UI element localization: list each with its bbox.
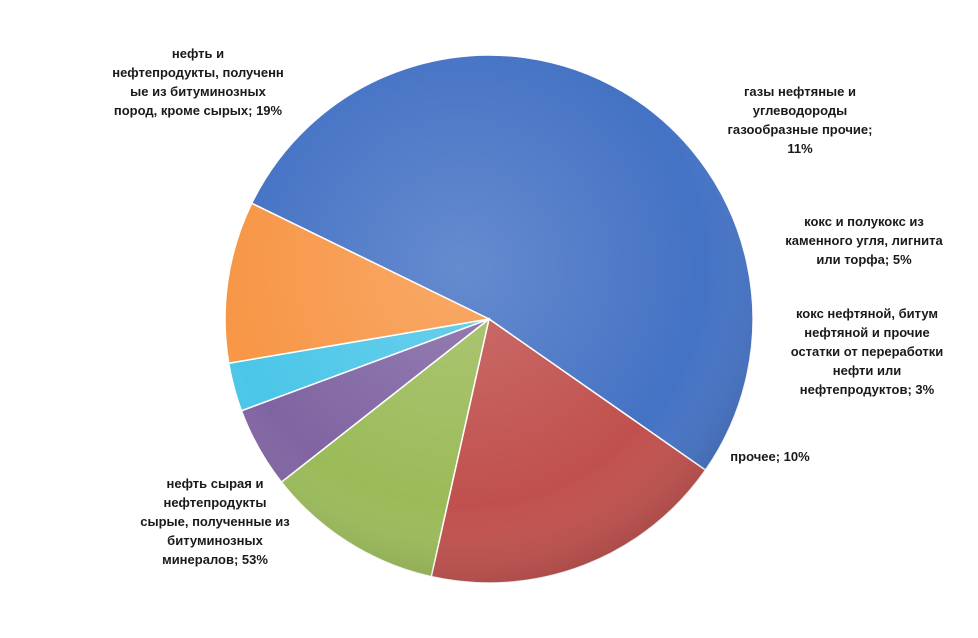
slice-label-petroleum-coke: кокс нефтяной, битум нефтяной и прочие о… <box>790 306 944 397</box>
slice-label-coal-coke: кокс и полукокс из каменного угля, лигни… <box>785 214 943 267</box>
slice-label-crude-oil: нефть сырая и нефтепродукты сырые, получ… <box>140 476 290 567</box>
slice-label-petroleum-gases: газы нефтяные и углеводороды газообразны… <box>727 84 873 156</box>
slice-label-other: прочее; 10% <box>730 449 810 464</box>
slice-label-bitumen-oil-products: нефть и нефтепродукты, полученн ые из би… <box>112 46 284 118</box>
